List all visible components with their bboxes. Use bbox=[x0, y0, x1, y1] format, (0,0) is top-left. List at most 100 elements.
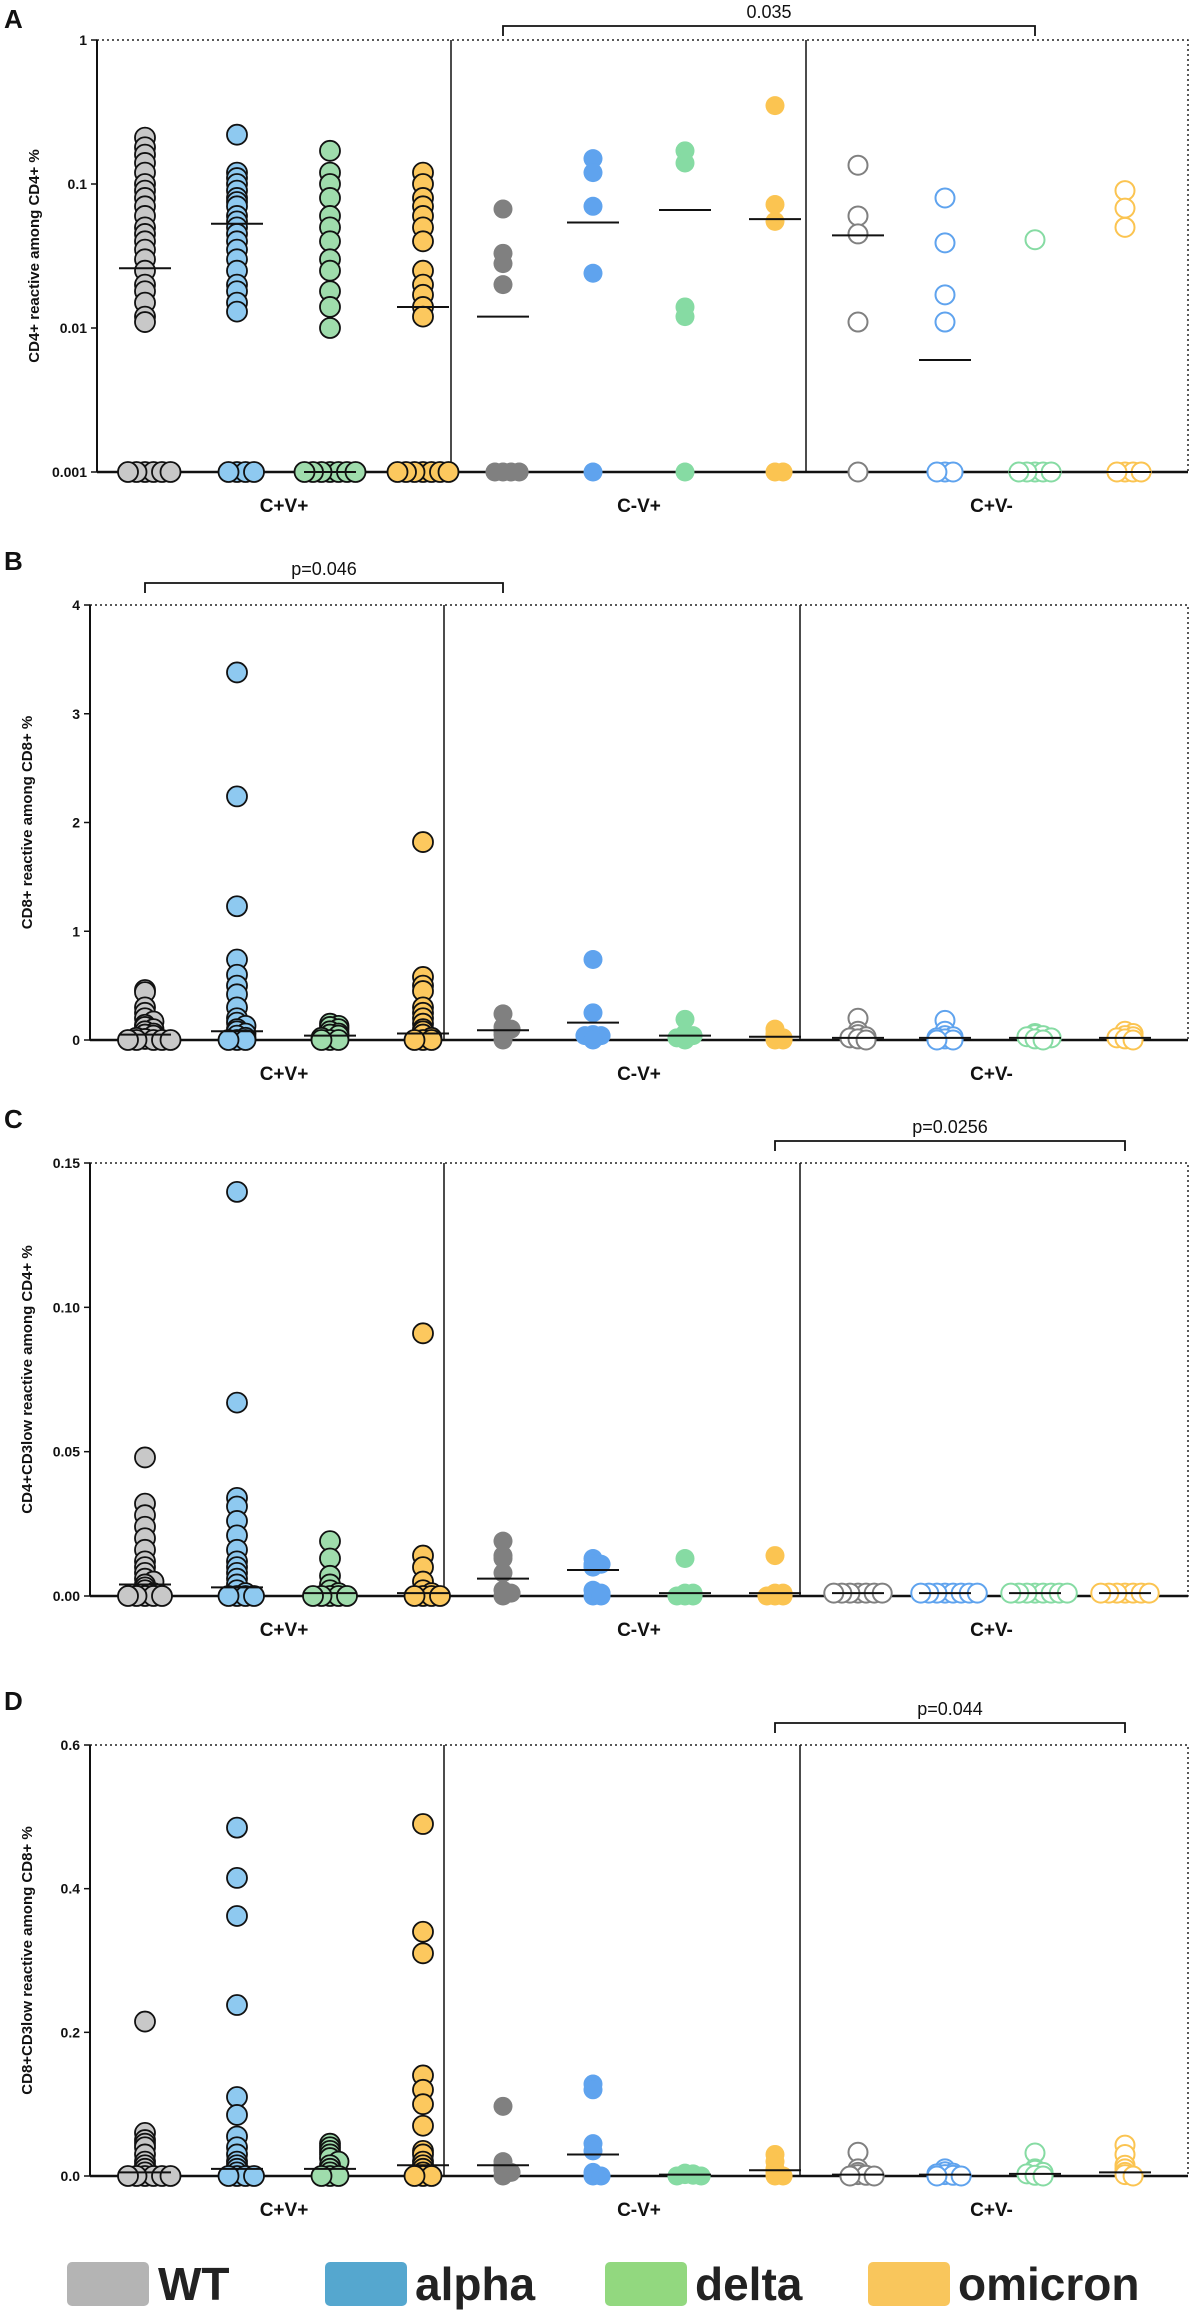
panel-label: A bbox=[4, 4, 23, 34]
data-point-alpha bbox=[926, 461, 948, 483]
data-point-alpha bbox=[243, 461, 265, 483]
group-label: C+V- bbox=[970, 2200, 1013, 2221]
group-label: C+V+ bbox=[260, 2200, 309, 2221]
data-point-omicron bbox=[412, 2114, 434, 2137]
data-point-alpha bbox=[934, 187, 956, 209]
data-point-alpha bbox=[217, 1029, 240, 1051]
data-point-WT bbox=[493, 199, 513, 219]
data-point-delta bbox=[336, 1585, 358, 1607]
y-tick-label: 0.6 bbox=[61, 1737, 81, 1753]
data-point-omicron bbox=[773, 1030, 793, 1050]
data-point-WT bbox=[493, 254, 513, 274]
data-point-delta bbox=[310, 2165, 333, 2187]
data-point-omicron bbox=[773, 462, 793, 482]
data-point-omicron bbox=[1114, 216, 1136, 238]
data-point-alpha bbox=[583, 462, 603, 482]
data-point-omicron bbox=[403, 1585, 426, 1607]
data-point-omicron bbox=[437, 461, 460, 483]
data-point-omicron bbox=[765, 1546, 785, 1566]
data-point-WT bbox=[493, 2166, 513, 2186]
data-point-alpha bbox=[583, 163, 603, 183]
significance-bracket bbox=[144, 582, 504, 593]
data-point-alpha bbox=[583, 2141, 603, 2161]
panel-A: A 1 0.1 0.01 0.001 CD4+ reactive among CD4+ %… bbox=[4, 2, 1189, 517]
group-label: C-V+ bbox=[617, 1064, 661, 1085]
data-point-delta bbox=[667, 1586, 687, 1606]
data-point-omicron bbox=[412, 230, 434, 253]
data-point-delta bbox=[1032, 1029, 1054, 1051]
y-tick-label: 0.00 bbox=[53, 1588, 80, 1604]
data-point-omicron bbox=[386, 461, 409, 483]
significance-label: 0.035 bbox=[746, 2, 791, 22]
data-point-WT bbox=[839, 2165, 861, 2187]
data-point-delta bbox=[675, 1030, 695, 1050]
data-point-delta bbox=[667, 2166, 687, 2186]
data-point-WT bbox=[159, 2165, 182, 2187]
data-point-alpha bbox=[226, 300, 248, 323]
data-point-WT bbox=[855, 1029, 877, 1051]
data-point-WT bbox=[493, 1030, 513, 1050]
data-point-alpha bbox=[583, 263, 603, 283]
y-tick-label: 2 bbox=[72, 815, 80, 831]
group-label: C+V- bbox=[970, 1064, 1013, 1085]
data-point-delta bbox=[319, 317, 341, 339]
data-point-alpha bbox=[226, 1994, 248, 2016]
data-point-omicron bbox=[412, 2093, 434, 2116]
data-point-WT bbox=[847, 154, 869, 176]
plot-frame-dotted bbox=[89, 604, 1189, 1041]
data-point-omicron bbox=[412, 305, 434, 328]
data-point-alpha bbox=[583, 950, 603, 970]
panel-label: C bbox=[4, 1104, 23, 1134]
legend-label-delta: delta bbox=[695, 2258, 803, 2310]
data-point-alpha bbox=[926, 1029, 948, 1051]
legend-swatch-WT bbox=[67, 2262, 149, 2306]
data-point-delta bbox=[310, 1029, 333, 1051]
data-point-delta bbox=[675, 1009, 695, 1029]
plot-frame-dotted bbox=[89, 1162, 1189, 1597]
data-point-WT bbox=[493, 2096, 513, 2116]
y-tick-label: 4 bbox=[72, 597, 80, 613]
panel-label: D bbox=[4, 1686, 23, 1716]
y-tick-label: 0.15 bbox=[53, 1155, 80, 1171]
data-point-WT bbox=[117, 2165, 139, 2187]
plot-frame-dotted bbox=[89, 1744, 1189, 2177]
data-point-WT bbox=[134, 311, 156, 333]
data-point-WT bbox=[159, 461, 182, 483]
significance-label: p=0.0256 bbox=[912, 1117, 988, 1137]
data-point-omicron bbox=[412, 1813, 434, 1835]
significance-bracket bbox=[774, 1722, 1126, 1733]
data-point-omicron bbox=[412, 1942, 434, 1965]
legend-swatch-delta bbox=[605, 2262, 687, 2306]
data-point-omicron bbox=[757, 1586, 777, 1606]
panel-label: B bbox=[4, 546, 23, 576]
data-point-WT bbox=[847, 311, 869, 333]
plot-frame-dotted bbox=[96, 39, 1189, 473]
y-tick-label: 0.01 bbox=[60, 320, 87, 336]
data-point-WT bbox=[117, 1585, 139, 1607]
data-point-delta bbox=[1032, 2165, 1054, 2187]
y-tick-label: 0 bbox=[72, 1032, 80, 1048]
data-point-delta bbox=[319, 296, 341, 318]
data-point-delta bbox=[1024, 229, 1046, 251]
y-axis-title: CD4+ reactive among CD4+ % bbox=[26, 149, 43, 362]
panel-D: D 0.6 0.4 0.2 0.0 CD8+CD3low reactive among C… bbox=[4, 1686, 1189, 2221]
data-point-delta bbox=[319, 230, 341, 253]
data-point-alpha bbox=[226, 1905, 248, 1927]
panel-C: C 0.15 0.10 0.05 0.00 CD4+CD3low reactive amo… bbox=[4, 1104, 1189, 1641]
data-point-alpha bbox=[583, 1030, 603, 1050]
y-tick-label: 1 bbox=[72, 923, 80, 939]
data-point-alpha bbox=[226, 1391, 248, 1414]
legend: WT alpha delta omicron bbox=[67, 2258, 1139, 2310]
data-point-delta bbox=[319, 139, 341, 162]
data-point-delta bbox=[675, 307, 695, 327]
significance-bracket bbox=[502, 25, 1036, 36]
data-point-alpha bbox=[217, 2165, 240, 2187]
data-point-alpha bbox=[934, 232, 956, 254]
group-label: C+V- bbox=[970, 1620, 1013, 1641]
y-axis-title: CD4+CD3low reactive among CD4+ % bbox=[19, 1245, 36, 1513]
y-axis-title: CD8+CD3low reactive among CD8+ % bbox=[19, 1826, 36, 2094]
data-point-omicron bbox=[412, 831, 434, 853]
data-point-delta bbox=[675, 1548, 695, 1568]
data-point-alpha bbox=[243, 2165, 265, 2187]
